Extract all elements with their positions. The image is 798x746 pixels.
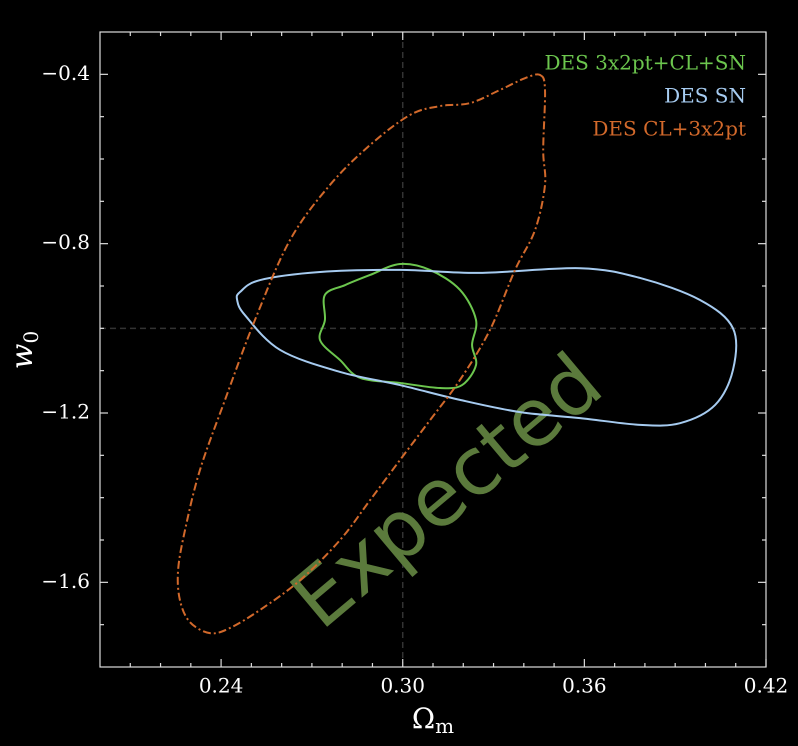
contour [318, 262, 478, 390]
y-axis-label-sub: 0 [19, 331, 43, 344]
legend-entry: DES CL+3x2pt [592, 117, 746, 141]
x-tick-label: 0.30 [380, 674, 425, 698]
x-tick-label: 0.42 [744, 674, 789, 698]
y-tick-label: −0.4 [41, 61, 90, 85]
x-axis-label: Ωm [412, 702, 454, 738]
y-tick-label: −0.8 [41, 230, 90, 254]
x-axis-label-sub: m [435, 714, 454, 738]
x-tick-label: 0.36 [562, 674, 607, 698]
contour [176, 73, 547, 635]
y-tick-label: −1.6 [41, 569, 90, 593]
x-axis-label-main: Ω [412, 702, 435, 735]
y-tick-label: −1.2 [41, 400, 90, 424]
legend-entry: DES 3x2pt+CL+SN [544, 51, 746, 75]
y-axis-label: w0 [5, 331, 43, 369]
contour [235, 267, 738, 427]
legend-entry: DES SN [664, 84, 746, 108]
x-tick-label: 0.24 [199, 674, 244, 698]
y-axis-label-main: w [5, 343, 40, 369]
